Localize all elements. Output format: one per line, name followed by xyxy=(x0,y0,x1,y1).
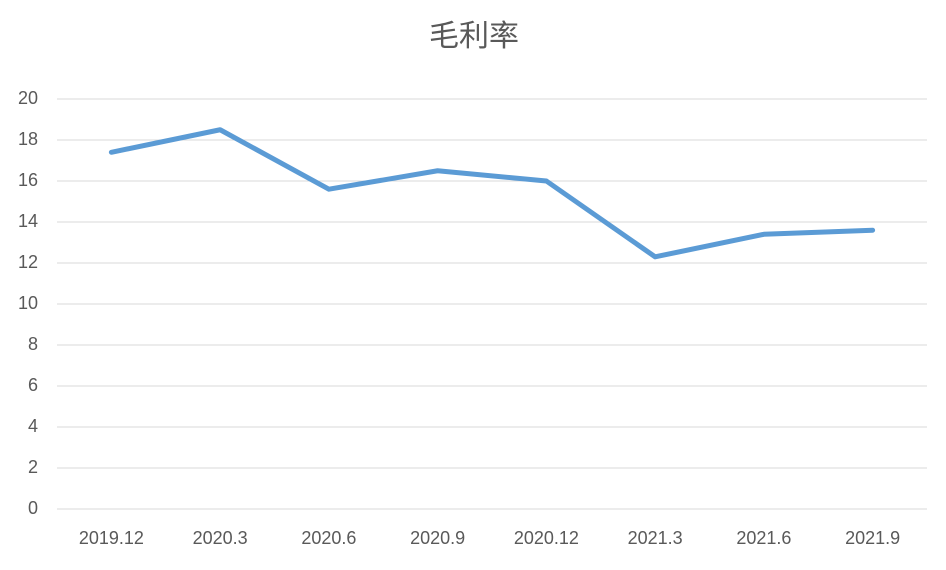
y-tick-label: 6 xyxy=(28,375,38,395)
y-tick-label: 10 xyxy=(18,293,38,313)
x-tick-label: 2020.9 xyxy=(410,528,465,548)
y-tick-label: 16 xyxy=(18,170,38,190)
x-tick-label: 2021.9 xyxy=(845,528,900,548)
y-tick-label: 12 xyxy=(18,252,38,272)
chart-title: 毛利率 xyxy=(429,20,519,53)
y-tick-label: 20 xyxy=(18,88,38,108)
x-tick-label: 2021.3 xyxy=(628,528,683,548)
y-tick-label: 18 xyxy=(18,129,38,149)
x-tick-label: 2021.6 xyxy=(736,528,791,548)
x-tick-label: 2020.6 xyxy=(301,528,356,548)
data-line xyxy=(108,127,876,260)
y-tick-label: 2 xyxy=(28,457,38,477)
y-tick-label: 8 xyxy=(28,334,38,354)
y-tick-label: 0 xyxy=(28,498,38,518)
x-tick-label: 2019.12 xyxy=(79,528,144,548)
x-tick-label: 2020.12 xyxy=(514,528,579,548)
y-tick-label: 4 xyxy=(28,416,38,436)
x-tick-label: 2020.3 xyxy=(193,528,248,548)
y-tick-label: 14 xyxy=(18,211,38,231)
